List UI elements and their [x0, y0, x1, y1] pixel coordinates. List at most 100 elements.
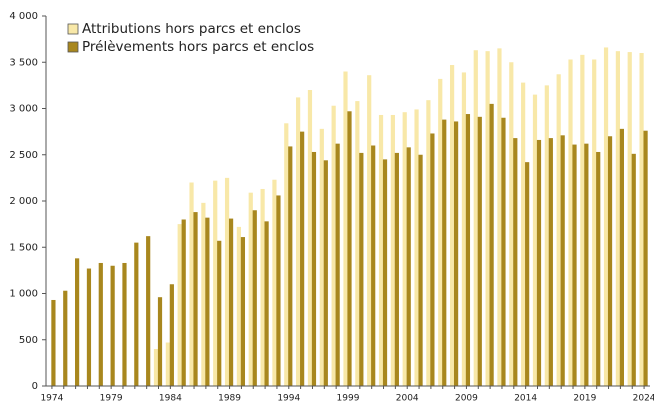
- bar: [394, 152, 399, 386]
- bar: [572, 144, 577, 386]
- bar: [86, 268, 92, 386]
- bar: [461, 72, 467, 387]
- bar: [453, 121, 459, 386]
- bar: [165, 342, 170, 386]
- bar: [371, 145, 376, 386]
- bar: [240, 237, 246, 386]
- y-tick-label: 3 500: [9, 57, 38, 68]
- bar: [521, 82, 526, 386]
- bar: [75, 258, 80, 386]
- bar: [276, 195, 281, 386]
- x-tick-label: 1984: [159, 394, 182, 403]
- bar: [367, 75, 372, 386]
- bar: [442, 119, 447, 386]
- bar: [485, 51, 490, 387]
- bar: [603, 47, 609, 386]
- bar: [580, 54, 585, 386]
- bar: [331, 105, 336, 386]
- bar: [430, 133, 435, 386]
- bar: [536, 139, 542, 386]
- bar: [596, 151, 601, 386]
- y-tick-label: 1 000: [9, 289, 38, 300]
- bar: [631, 153, 636, 386]
- bar: [335, 143, 340, 386]
- legend-label: Attributions hors parcs et enclos: [82, 21, 301, 37]
- bar: [272, 179, 277, 386]
- bar: [418, 154, 423, 386]
- x-tick-label: 1994: [277, 394, 300, 403]
- bar: [260, 188, 265, 386]
- x-tick-label: 2009: [455, 394, 478, 403]
- bar: [343, 71, 348, 386]
- bar: [414, 109, 419, 387]
- bar: [213, 180, 218, 386]
- bar: [201, 202, 206, 386]
- bar: [501, 117, 506, 386]
- bar: [548, 138, 553, 386]
- bar: [296, 97, 301, 387]
- bar: [146, 236, 151, 386]
- bar: [169, 284, 174, 386]
- x-tick-label: 2024: [633, 394, 654, 403]
- bar: [288, 146, 293, 386]
- y-tick-label: 4 000: [9, 11, 38, 22]
- bar: [544, 85, 549, 386]
- y-tick-label: 0: [32, 381, 38, 392]
- bar: [489, 103, 494, 386]
- x-tick-label: 1999: [337, 394, 360, 403]
- bar: [177, 224, 182, 386]
- legend-label: Prélèvements hors parcs et enclos: [82, 39, 314, 55]
- y-tick-label: 2 500: [9, 150, 38, 161]
- y-tick-label: 3 000: [9, 104, 38, 115]
- bar: [264, 221, 269, 386]
- bar: [568, 59, 573, 386]
- bar: [217, 240, 222, 386]
- bar: [465, 114, 471, 387]
- bar: [189, 182, 194, 386]
- bar: [607, 136, 613, 386]
- bar: [592, 59, 597, 386]
- y-tick-label: 1 500: [9, 242, 38, 253]
- bar: [525, 162, 530, 386]
- bar: [252, 210, 257, 386]
- bar: [473, 50, 478, 386]
- bar: [449, 65, 455, 387]
- bar: [134, 242, 139, 386]
- bar: [311, 151, 317, 386]
- bar: [51, 299, 56, 386]
- bar: [477, 116, 482, 386]
- bar: [560, 135, 565, 386]
- bar: [307, 90, 313, 386]
- bar: [181, 219, 186, 386]
- bar: [63, 290, 68, 386]
- bar: [532, 94, 538, 386]
- bar: [359, 152, 364, 386]
- bar: [556, 74, 561, 387]
- x-tick-label: 2004: [396, 394, 419, 403]
- bar: [438, 78, 443, 387]
- bar: [193, 212, 198, 386]
- bar: [347, 111, 352, 387]
- bar: [300, 131, 305, 386]
- x-tick-label: 1989: [218, 394, 241, 403]
- legend-swatch: [67, 23, 79, 35]
- x-tick-label: 2019: [573, 394, 596, 403]
- bar: [382, 159, 388, 386]
- bar: [513, 138, 518, 386]
- bar: [153, 349, 159, 386]
- bar: [643, 130, 648, 386]
- bar: [497, 48, 502, 386]
- bar: [402, 112, 407, 386]
- bar: [619, 128, 624, 386]
- x-tick-label: 2014: [514, 394, 537, 403]
- bar: [224, 177, 230, 386]
- bar: [406, 147, 411, 386]
- y-tick-label: 2 000: [9, 196, 38, 207]
- bar: [323, 160, 328, 386]
- bar: [615, 51, 620, 387]
- bar: [426, 100, 431, 387]
- bar: [98, 262, 103, 386]
- bar: [236, 226, 242, 386]
- bar: [390, 114, 395, 386]
